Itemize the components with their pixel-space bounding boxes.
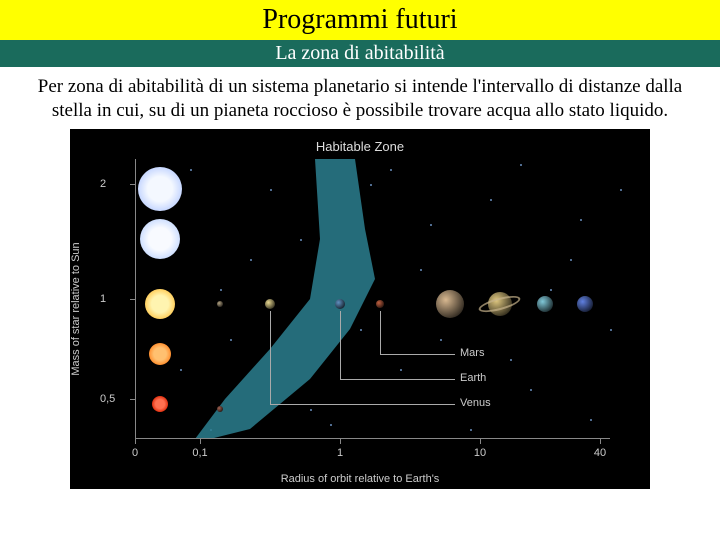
leader-line	[270, 404, 455, 405]
title-bar: Programmi futuri	[0, 0, 720, 40]
planet-label: Venus	[460, 397, 491, 409]
y-tick-label: 1	[100, 293, 106, 305]
planet-icon	[577, 296, 593, 312]
diagram-container: Habitable Zone Mass of star relative to …	[0, 129, 720, 489]
planet-icon	[376, 300, 384, 308]
y-tick-mark	[130, 399, 136, 400]
y-axis-label: Mass of star relative to Sun	[70, 242, 82, 375]
x-tick-mark	[135, 438, 136, 444]
planet-icon	[537, 296, 553, 312]
leader-line	[340, 379, 455, 380]
planet-icon	[335, 299, 345, 309]
x-tick-label: 1	[337, 447, 343, 459]
y-tick-label: 2	[100, 178, 106, 190]
body-paragraph: Per zona di abitabilità di un sistema pl…	[0, 67, 720, 129]
star-icon	[138, 167, 182, 211]
chart-top-label: Habitable Zone	[316, 139, 404, 154]
planet-label: Earth	[460, 372, 486, 384]
star-icon	[145, 289, 175, 319]
planet-icon	[436, 290, 464, 318]
star-icon	[140, 219, 180, 259]
x-tick-mark	[200, 438, 201, 444]
x-axis-label: Radius of orbit relative to Earth's	[281, 473, 440, 485]
leader-line	[380, 354, 455, 355]
x-tick-label: 10	[474, 447, 486, 459]
subtitle-bar: La zona di abitabilità	[0, 40, 720, 67]
star-icon	[152, 396, 168, 412]
y-tick-mark	[130, 184, 136, 185]
leader-line	[340, 311, 341, 379]
planet-icon	[217, 301, 223, 307]
page-subtitle: La zona di abitabilità	[0, 42, 720, 65]
x-tick-mark	[600, 438, 601, 444]
x-tick-mark	[480, 438, 481, 444]
leader-line	[270, 311, 271, 404]
y-tick-mark	[130, 299, 136, 300]
planet-label: Mars	[460, 347, 484, 359]
x-tick-mark	[340, 438, 341, 444]
star-icon	[149, 343, 171, 365]
y-tick-label: 0,5	[100, 393, 115, 405]
x-tick-label: 0,1	[192, 447, 207, 459]
x-tick-label: 40	[594, 447, 606, 459]
leader-line	[380, 311, 381, 354]
x-tick-label: 0	[132, 447, 138, 459]
planet-icon	[265, 299, 275, 309]
habitable-zone-diagram: Habitable Zone Mass of star relative to …	[70, 129, 650, 489]
page-title: Programmi futuri	[0, 4, 720, 36]
x-axis	[135, 438, 610, 439]
planet-icon	[217, 406, 223, 412]
